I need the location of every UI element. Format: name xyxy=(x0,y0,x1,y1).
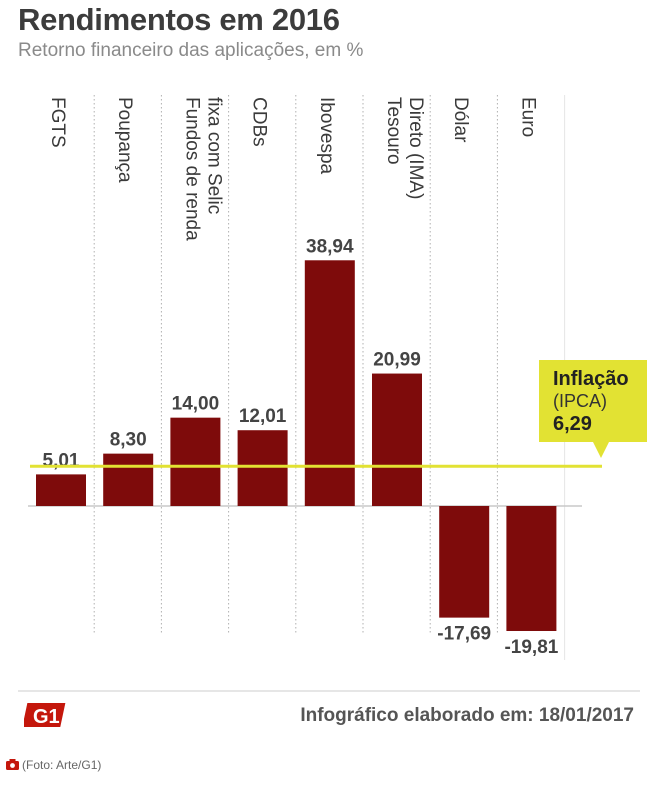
value-label-6: 20,99 xyxy=(373,350,421,371)
callout-pointer xyxy=(592,440,610,458)
chart-title: Rendimentos em 2016 xyxy=(18,2,340,37)
svg-text:G1: G1 xyxy=(33,706,60,728)
value-label-2: 8,30 xyxy=(110,430,147,451)
photo-credit: (Foto: Arte/G1) xyxy=(22,758,102,772)
value-label-7: -17,69 xyxy=(437,624,491,645)
value-label-8: -19,81 xyxy=(504,637,558,658)
value-label-3: 14,00 xyxy=(172,394,220,415)
chart-subtitle: Retorno financeiro das aplicações, em % xyxy=(18,40,364,61)
bar-1 xyxy=(36,474,86,506)
category-label-2: Poupança xyxy=(114,97,135,183)
inflation-label: Inflação xyxy=(553,368,629,390)
bar-7 xyxy=(439,506,490,618)
inflation-index-label: (IPCA) xyxy=(553,391,607,411)
footer-date-note: Infográfico elaborado em: 18/01/2017 xyxy=(300,705,634,726)
inflation-value: 6,29 xyxy=(553,413,592,435)
category-label-3: Fundos de rendafixa com Selic xyxy=(181,97,224,241)
bar-4 xyxy=(237,430,288,506)
value-label-5: 38,94 xyxy=(306,236,354,257)
category-label-1: FGTS xyxy=(47,97,68,148)
bar-2 xyxy=(103,453,154,506)
bar-5 xyxy=(304,260,355,506)
category-label-6: TesouroDireto (IMA) xyxy=(383,97,426,199)
bar-3 xyxy=(170,417,221,506)
bar-6 xyxy=(372,373,422,506)
bar-chart: 5,01 FGTS 8,30 Poupança 14,00 Fundos de renda… xyxy=(28,95,602,660)
category-label-4: CDBs xyxy=(249,97,270,147)
value-label-4: 12,01 xyxy=(239,406,287,427)
category-label-7: Dólar xyxy=(450,97,471,143)
g1-logo: G1 xyxy=(24,703,66,728)
value-label-1: 5,01 xyxy=(43,450,80,471)
footer-divider xyxy=(18,690,640,692)
inflation-callout: Inflação (IPCA) 6,29 xyxy=(539,360,647,442)
bar-8 xyxy=(506,506,557,632)
category-label-8: Euro xyxy=(517,97,538,137)
category-label-5: Ibovespa xyxy=(316,97,337,175)
camera-icon xyxy=(6,759,19,770)
